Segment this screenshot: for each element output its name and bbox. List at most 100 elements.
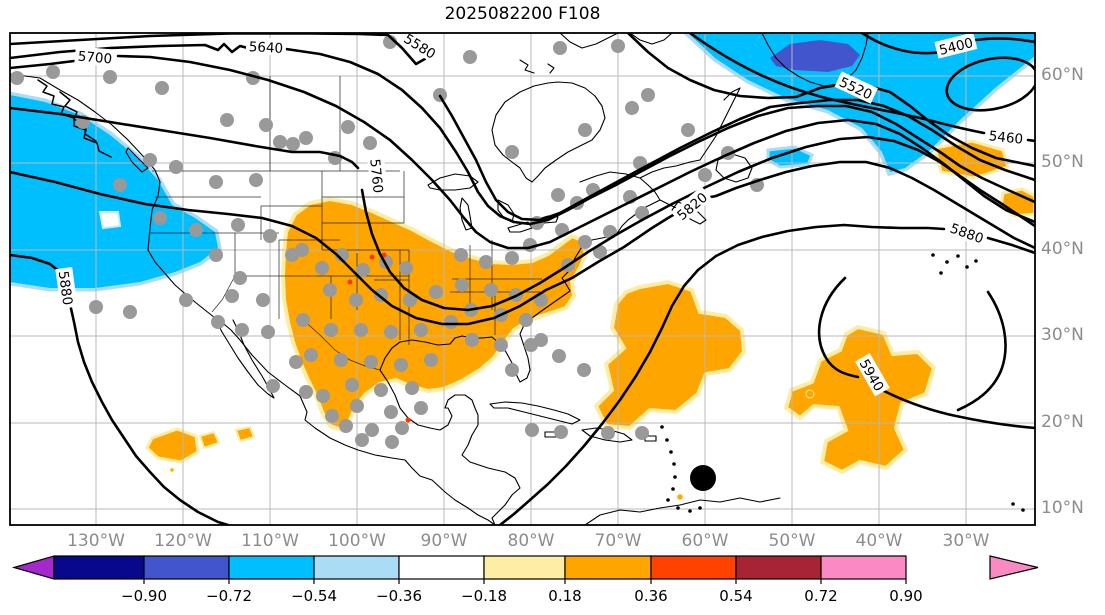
contour-label: 5820 [670, 186, 713, 225]
colorbar-segment [53, 555, 145, 580]
station-dot [113, 178, 127, 192]
station-dot [356, 263, 370, 277]
x-tick-label: 110°W [241, 531, 299, 551]
island-dot [1011, 502, 1015, 506]
island-dot [666, 498, 670, 502]
island-dot [931, 253, 935, 257]
colorbar-tick-label: −0.90 [121, 587, 167, 605]
station-dot [463, 50, 477, 64]
cyclone-marker [690, 465, 716, 491]
svg-text:5640: 5640 [248, 39, 283, 57]
contour-5880-east [498, 223, 1035, 525]
station-dot [525, 423, 539, 437]
contour-label: 5640 [245, 36, 287, 57]
coast-lake-erie [507, 221, 533, 233]
island-dot [669, 450, 673, 454]
y-tick-label: 10°N [1041, 498, 1084, 518]
contour-5520 [626, 33, 1035, 168]
station-dot [299, 385, 313, 399]
station-dot [577, 363, 591, 377]
station-dot [143, 153, 157, 167]
svg-text:5880: 5880 [55, 270, 76, 306]
coast-arctic-islands [519, 33, 673, 74]
colorbar-segment [398, 555, 485, 580]
station-dot [349, 293, 363, 307]
coast-jamaica [544, 431, 557, 438]
station-dot [578, 123, 592, 137]
colorbar-segment [820, 555, 907, 580]
contour-5400-closed-low [945, 56, 1035, 112]
station-dot [266, 379, 280, 393]
station-dot [484, 283, 498, 297]
station-dot [414, 401, 428, 415]
station-dot [681, 123, 695, 137]
contour-label: 5760 [366, 155, 389, 197]
station-dot [374, 383, 388, 397]
colorbar-arrow-high [989, 555, 1039, 580]
colorbar-segment [735, 555, 822, 580]
island-dot [956, 254, 960, 258]
station-dot [89, 300, 103, 314]
station-dot [46, 65, 60, 79]
contour-5760 [10, 106, 1035, 312]
small-island-dots [660, 253, 1025, 513]
station-dot [505, 251, 519, 265]
station-dot [424, 353, 438, 367]
station-dot [231, 218, 245, 232]
island-dot [676, 506, 680, 510]
colorbar-tick-label: −0.72 [206, 587, 252, 605]
station-dot [315, 261, 329, 275]
figure-title: 2025082200 F108 [444, 4, 601, 24]
coast-newfoundland [715, 153, 753, 183]
contour-5880-west [10, 253, 230, 525]
station-dot [698, 168, 712, 182]
contour-5460 [688, 33, 1035, 143]
svg-text:5460: 5460 [988, 128, 1024, 148]
island-dot [665, 438, 669, 442]
coast-lake-michigan [459, 197, 473, 231]
y-tick-label: 30°N [1041, 325, 1084, 345]
station-dot [189, 223, 203, 237]
orange-blob-pacific-3 [234, 425, 256, 443]
station-dot [261, 325, 275, 339]
colorbar-segment [483, 555, 566, 580]
station-dot [403, 293, 417, 307]
station-dot [211, 315, 225, 329]
station-dot [578, 235, 592, 249]
island-dot [939, 271, 943, 275]
island-dot [660, 425, 664, 429]
station-dot [123, 305, 137, 319]
station-dot [179, 293, 193, 307]
station-dot [335, 248, 349, 262]
orange-blob-pacific-1 [145, 427, 200, 464]
station-dot [259, 118, 273, 132]
station-dot [553, 41, 567, 55]
island-dot [688, 509, 692, 513]
station-dot [354, 323, 368, 337]
station-dot [263, 229, 277, 243]
station-dot [325, 409, 339, 423]
colorbar-tick-label: 0.90 [889, 587, 923, 605]
red-speck [369, 254, 375, 260]
small-orange-dots [169, 389, 815, 501]
station-dot [225, 289, 239, 303]
station-dot [399, 261, 413, 275]
station-dot [103, 70, 117, 84]
station-dot [209, 175, 223, 189]
station-dot [384, 405, 398, 419]
cyan-hole-west [98, 211, 122, 230]
station-dot [519, 313, 533, 327]
station-dot [323, 283, 337, 297]
svg-text:5700: 5700 [77, 49, 113, 68]
station-dot [334, 353, 348, 367]
station-dot [429, 285, 443, 299]
station-dot [635, 426, 649, 440]
contour-label: 5880 [945, 217, 989, 248]
island-dot [945, 260, 949, 264]
station-dot [153, 211, 167, 225]
station-dot [414, 323, 428, 337]
station-dot [593, 245, 607, 259]
colorbar-tick-label: 0.54 [719, 587, 753, 605]
